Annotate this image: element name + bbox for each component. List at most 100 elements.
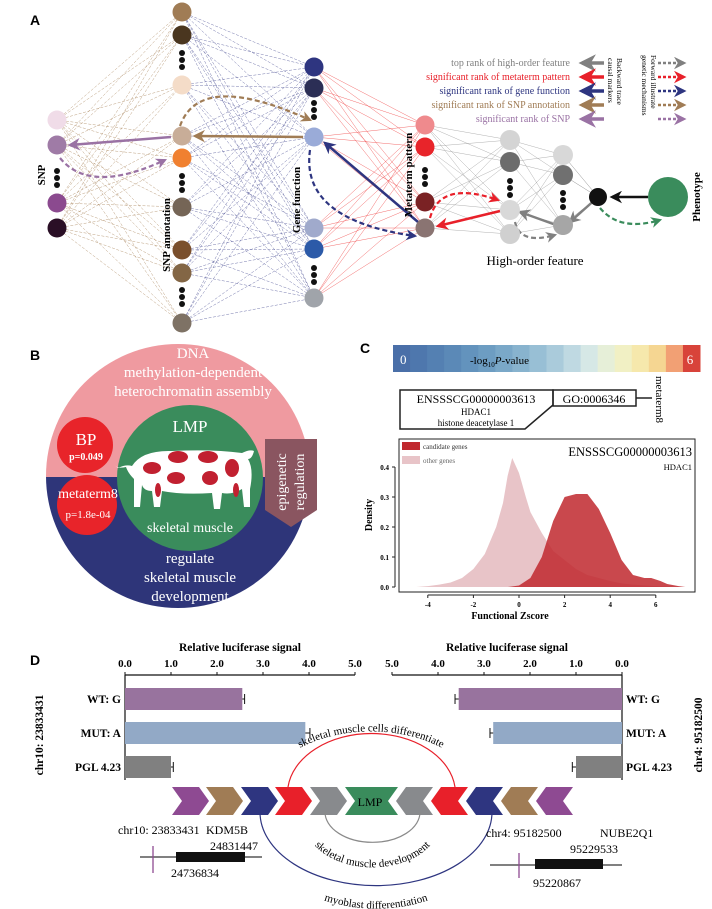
chart-title: Relative luciferase signal: [179, 642, 301, 654]
network-edge: [313, 66, 426, 229]
network-edge: [181, 297, 315, 324]
lmp-title: LMP: [173, 417, 208, 436]
top-text-3: heterochromatin assembly: [114, 384, 272, 400]
network-node: [172, 263, 192, 283]
network-edge: [313, 201, 426, 299]
colorbar-cell: [597, 345, 616, 372]
colorbar-cell: [580, 345, 599, 372]
bar: [458, 688, 622, 710]
network-edge: [181, 34, 315, 138]
colorbar-cell: [614, 345, 633, 372]
top-text-2: methylation-dependent: [124, 365, 263, 381]
arrow-text-1: epigenetic: [275, 453, 290, 511]
arc-gray-textpath: skeletal muscle development: [312, 839, 432, 870]
network-edge: [424, 146, 511, 235]
x-tick-label: 4.0: [302, 658, 316, 670]
network-edge: [181, 87, 315, 159]
network-edge: [313, 124, 426, 250]
network-edge: [56, 84, 183, 121]
network-edge: [424, 161, 511, 229]
y-tick-label: 0.3: [380, 494, 389, 502]
left-gene-name: KDM5B: [206, 823, 248, 837]
gene-box: [399, 389, 554, 430]
arc-navy-textpath: myoblast differentiation: [323, 892, 430, 909]
network-node: [172, 25, 192, 45]
layer-label-snp: SNP: [36, 164, 48, 185]
network-edge: [181, 84, 315, 299]
locus-axis-label: chr10: 23833431: [34, 694, 46, 775]
network-node: [304, 288, 324, 308]
x-tick-label: 1.0: [569, 658, 583, 670]
x-axis-label: Functional Zscore: [471, 611, 549, 622]
panel-label-c: C: [360, 340, 370, 356]
go-term: GO:0006346: [563, 392, 626, 406]
ellipsis-dot: [311, 107, 317, 113]
network-node: [304, 127, 324, 147]
network-edge: [313, 66, 426, 148]
ellipsis-dot: [179, 187, 185, 193]
network-edge: [313, 87, 426, 229]
colorbar-title: -log10P-value: [470, 355, 529, 369]
snp-forward-arrow: [59, 157, 167, 179]
network-edge: [181, 66, 315, 86]
ellipsis-dot: [311, 279, 317, 285]
network-node: [553, 215, 573, 235]
network-node: [304, 57, 324, 77]
chart-title: Relative luciferase signal: [446, 642, 568, 654]
ellipsis-dot: [560, 197, 566, 203]
network-edge: [181, 87, 315, 274]
epigenetic-arrow: [265, 439, 317, 527]
network-edge: [56, 135, 183, 204]
chart-title: ENSSSCG00000003613: [568, 445, 692, 459]
colorbar-cell: [648, 345, 667, 372]
network-edge: [56, 11, 183, 121]
chevron-left: [466, 787, 503, 815]
network-edge: [313, 66, 426, 203]
network-edge: [424, 124, 511, 141]
chevron-left: [396, 787, 433, 815]
network-edge: [181, 34, 315, 89]
x-tick-label: 6: [654, 601, 658, 609]
network-edge: [181, 87, 315, 251]
network-edge: [181, 87, 315, 208]
network-edge: [181, 11, 315, 68]
network-edge: [56, 227, 183, 251]
network-edge: [181, 84, 315, 229]
colorbar-cell: [665, 345, 684, 372]
layer-label-snp-annotation: SNP annotation: [161, 198, 173, 272]
ellipsis-dot: [311, 100, 317, 106]
network-node: [500, 130, 520, 150]
metaterm-badge: [57, 475, 117, 535]
chevron-right: [241, 787, 278, 815]
chevron-left: [536, 787, 573, 815]
network-edge: [181, 249, 315, 299]
y-tick-label: 0.2: [380, 524, 389, 532]
network-edge: [313, 201, 426, 229]
x-tick-label: 2.0: [523, 658, 537, 670]
metaterm-label-c: metaterm8: [653, 376, 665, 424]
network-edge: [181, 66, 315, 251]
luciferase-chart: Relative luciferase signal 0.0 1.0 2.0 3.0 4.…: [34, 642, 362, 780]
ellipsis-dot: [311, 114, 317, 120]
network-edge: [56, 157, 183, 204]
ellipsis-dot: [54, 175, 60, 181]
density-area-candidate-genes: [507, 494, 686, 587]
network-edge: [424, 124, 511, 235]
colorbar-cell: [410, 345, 428, 372]
panel-b-circle: DNA methylation-dependent heterochromati…: [46, 344, 317, 608]
bar: [493, 722, 622, 744]
network-edge: [181, 66, 315, 324]
network-edge: [56, 34, 183, 204]
colorbar-cell: [563, 345, 582, 372]
colorbar-cell: [393, 345, 411, 372]
network-edge: [424, 146, 511, 163]
x-tick-label: 0.0: [615, 658, 629, 670]
network-edge: [181, 136, 315, 251]
left-gene-body: [176, 852, 245, 862]
network-node: [172, 126, 192, 146]
network-node: [500, 224, 520, 244]
colorbar-cell: [631, 345, 650, 372]
legend-item-text: top rank of high-order feature: [451, 58, 570, 69]
colorbar-title-suffix: -value: [501, 355, 529, 367]
network-edge: [181, 34, 315, 229]
